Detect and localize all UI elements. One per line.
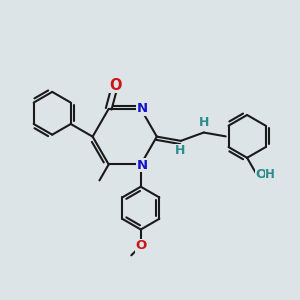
Text: O: O — [110, 78, 122, 93]
Text: N: N — [136, 102, 148, 115]
Text: H: H — [199, 116, 209, 129]
Text: H: H — [265, 168, 275, 181]
Text: O: O — [135, 239, 146, 252]
Text: N: N — [136, 158, 148, 172]
Text: O: O — [256, 168, 267, 181]
Text: H: H — [175, 144, 185, 157]
